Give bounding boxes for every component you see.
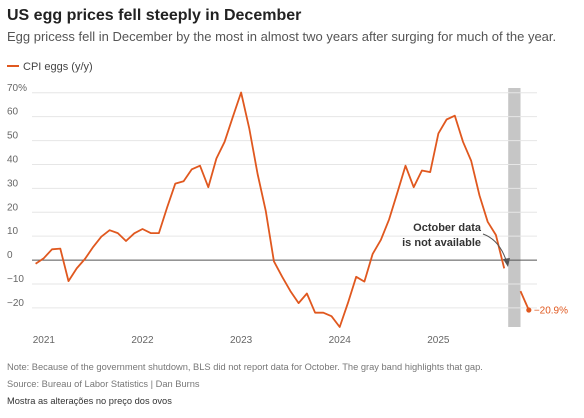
end-value-label: −20.9%: [534, 306, 568, 317]
gap-band: [508, 88, 521, 327]
x-tick-label: 2024: [329, 335, 352, 346]
x-tick-label: 2023: [230, 335, 253, 346]
annotation-line-2: is not available: [402, 237, 481, 249]
legend-label: CPI eggs (y/y): [23, 61, 93, 73]
end-point-marker: [526, 307, 532, 313]
gap-annotation: October data is not available: [402, 222, 510, 267]
y-tick-label: 50: [7, 131, 19, 142]
annotation-line-1: October data: [413, 222, 482, 234]
chart-title: US egg prices fell steeply in December: [7, 7, 301, 24]
y-tick-label: −20: [7, 298, 24, 309]
y-tick-label: 70%: [7, 83, 27, 94]
annotation-arrow: [482, 233, 508, 264]
y-tick-label: 60: [7, 107, 19, 118]
x-tick-label: 2022: [131, 335, 154, 346]
x-tick-label: 2021: [33, 335, 56, 346]
x-tick-label: 2025: [427, 335, 450, 346]
series-line: [519, 290, 530, 311]
y-tick-label: −10: [7, 274, 24, 285]
chart-source: Source: Bureau of Labor Statistics | Dan…: [7, 379, 200, 389]
y-tick-label: 10: [7, 226, 19, 237]
y-tick-label: 20: [7, 202, 19, 213]
chart-subtitle: Egg pricess fell in December by the most…: [7, 29, 556, 44]
series-line: [35, 91, 506, 328]
y-tick-label: 30: [7, 178, 19, 189]
legend: CPI eggs (y/y): [7, 61, 93, 73]
chart-footer: Mostra as alterações no preço dos ovos: [7, 396, 172, 406]
chart-note: Note: Because of the government shutdown…: [7, 362, 483, 372]
annotation-arrowhead: [503, 258, 510, 267]
y-tick-label: 40: [7, 154, 19, 165]
y-tick-label: 0: [7, 250, 13, 261]
